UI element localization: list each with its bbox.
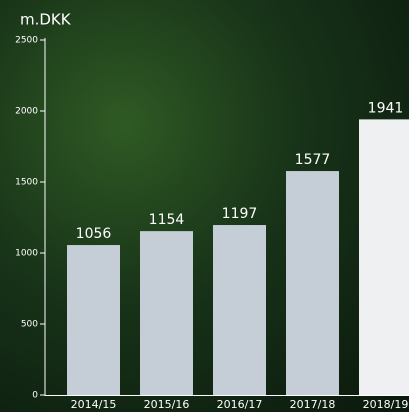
value-label: 1577 — [295, 152, 331, 168]
x-tick-label: 2016/17 — [217, 398, 263, 411]
x-tick-label: 2018/19 — [363, 398, 409, 411]
y-tick-label: 2000 — [15, 107, 38, 117]
chart: m.DKK 0 500 1000 1500 2000 2500 2014/15 1056 201… — [0, 0, 409, 412]
y-axis-label: m.DKK — [20, 11, 72, 29]
value-label: 1941 — [368, 100, 404, 116]
x-tick-label: 2015/16 — [144, 398, 190, 411]
bar — [359, 119, 409, 395]
bar — [67, 245, 120, 395]
x-tick-label: 2014/15 — [71, 398, 117, 411]
y-tick-label: 0 — [32, 391, 38, 401]
y-tick-label: 500 — [21, 320, 38, 330]
y-tick-label: 1500 — [15, 178, 38, 188]
x-tick-label: 2017/18 — [290, 398, 336, 411]
y-tick-label: 1000 — [15, 249, 38, 259]
bar — [213, 225, 266, 395]
value-label: 1056 — [76, 226, 112, 242]
value-label: 1154 — [149, 212, 185, 228]
bar — [140, 231, 193, 395]
y-tick-label: 2500 — [15, 36, 38, 46]
value-label: 1197 — [222, 206, 258, 222]
bar — [286, 171, 339, 395]
